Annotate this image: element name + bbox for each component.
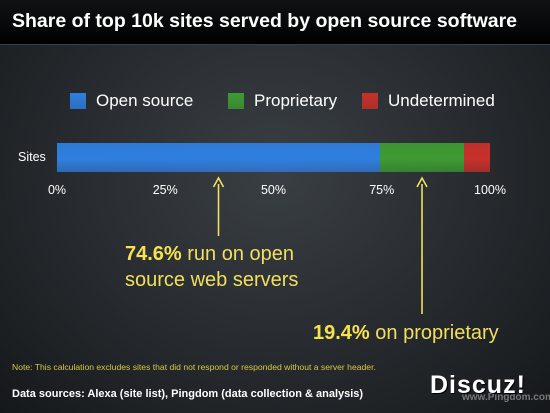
callout-open-source-value: 74.6%: [125, 243, 182, 265]
callout-proprietary-value: 19.4%: [313, 322, 370, 344]
x-axis-ticks: 0% 25% 50% 75% 100%: [48, 183, 506, 199]
data-sources: Data sources: Alexa (site list), Pingdom…: [12, 388, 364, 400]
callout-open-source-text2: source web servers: [125, 269, 299, 291]
arrow-open-source: [212, 176, 225, 236]
legend-label-proprietary: Proprietary: [254, 91, 338, 110]
x-tick-label: 25%: [152, 183, 178, 197]
callout-open-source-text: run on open: [181, 243, 295, 265]
legend-swatch-open-source: [70, 93, 86, 109]
title-bar: Share of top 10k sites served by open so…: [0, 0, 550, 45]
legend-label-open-source: Open source: [96, 91, 194, 110]
callout-open-source: 74.6% run on open source web servers: [125, 241, 298, 293]
category-label-sites: Sites: [18, 150, 46, 164]
legend-swatch-undetermined: [362, 93, 378, 109]
callout-proprietary: 19.4% on proprietary: [313, 320, 499, 346]
arrow-head: [416, 176, 428, 188]
x-tick-label: 75%: [369, 183, 395, 197]
x-tick-label: 0%: [47, 183, 67, 197]
x-tick-label: 50%: [260, 183, 287, 197]
arrow-proprietary: [416, 176, 428, 314]
watermark-logo: Discuz!: [430, 371, 526, 399]
watermark-url: www.Pingdom.com: [462, 392, 550, 403]
legend-label-undetermined: Undetermined: [388, 91, 495, 110]
bar-segment-proprietary: [380, 143, 465, 172]
legend-swatch-proprietary: [228, 93, 244, 109]
x-tick-label: 100%: [474, 183, 506, 197]
bar-segment-open-source: [57, 143, 381, 172]
callout-proprietary-text: on proprietary: [369, 322, 499, 344]
chart-title: Share of top 10k sites served by open so…: [12, 10, 518, 32]
bar-segment-undetermined: [464, 143, 490, 172]
arrow-head: [212, 176, 225, 188]
footnote: Note: This calculation excludes sites th…: [12, 362, 376, 372]
stacked-bar: [57, 143, 490, 172]
